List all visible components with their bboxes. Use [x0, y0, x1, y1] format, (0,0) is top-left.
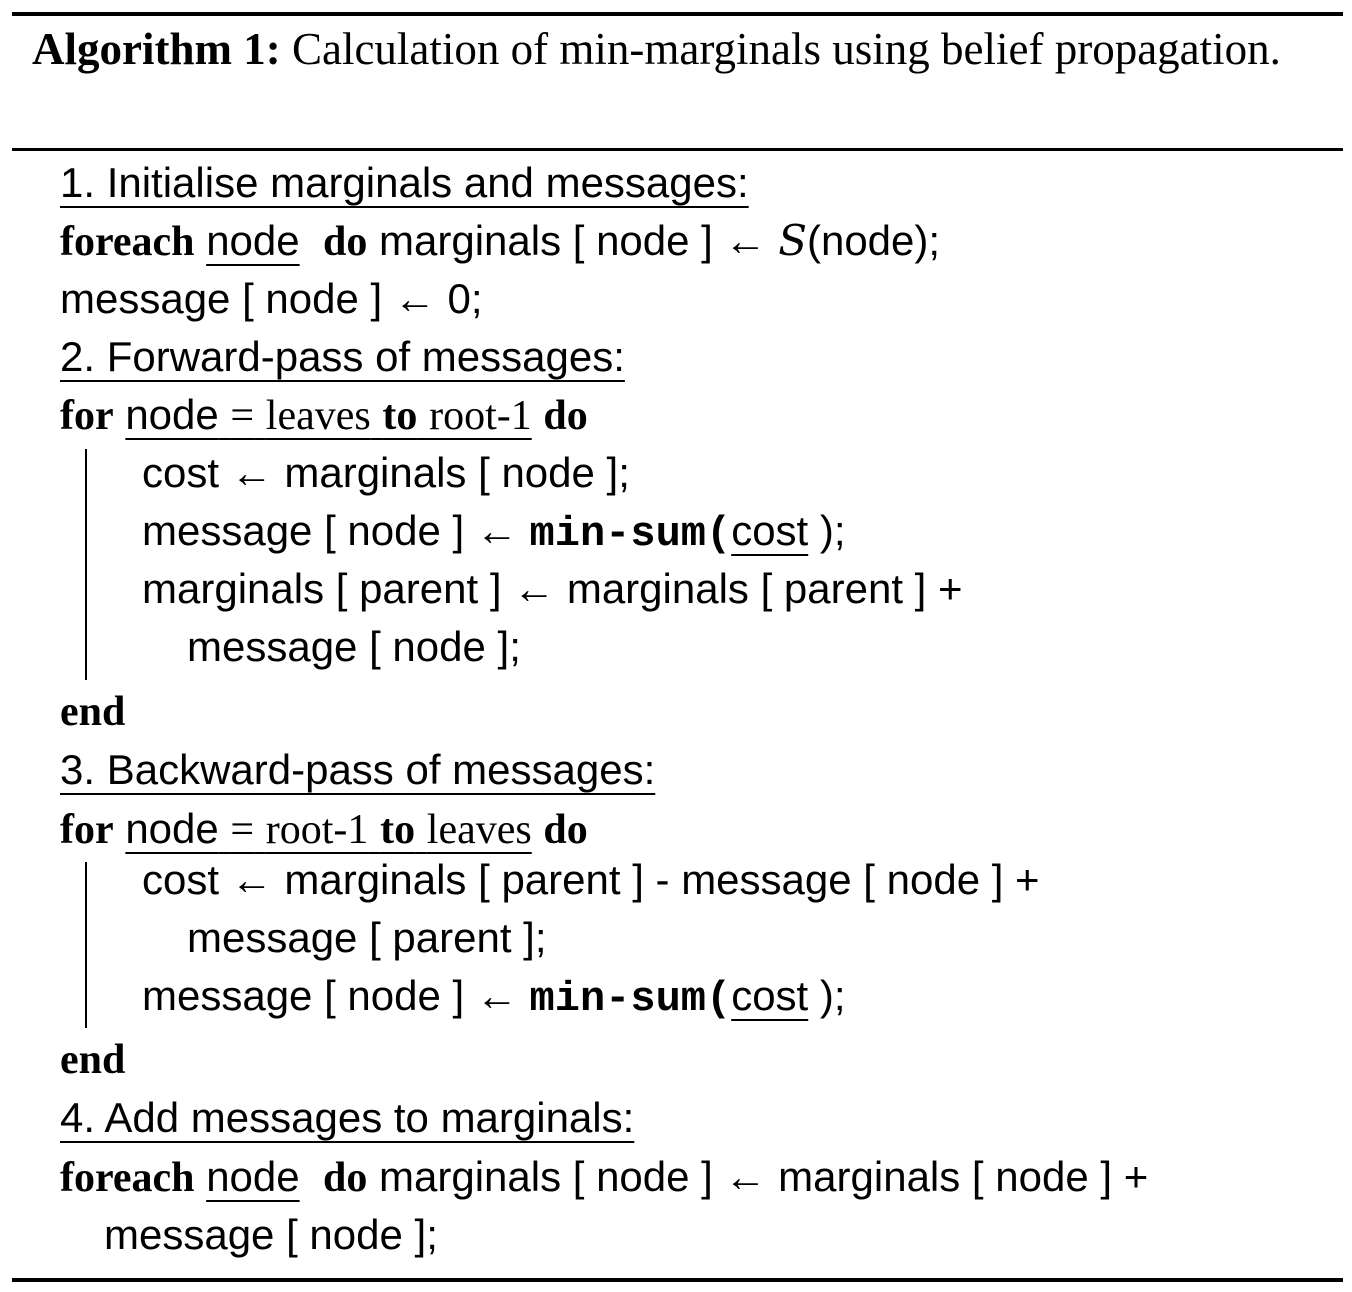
backward-block-bar: [85, 862, 87, 1028]
do-keyword: do: [543, 807, 588, 853]
min-sum-function: min-sum(: [529, 975, 732, 1023]
do-keyword: do: [543, 393, 588, 439]
backward-cost-line: cost ← marginals [ parent ] - message [ …: [142, 856, 1040, 903]
step-4-heading: 4. Add messages to marginals:: [60, 1094, 635, 1141]
algorithm-label: Algorithm 1:: [32, 24, 281, 74]
step-3-heading: 3. Backward-pass of messages:: [60, 746, 656, 793]
message-assign-text: message [ node ] ←: [142, 972, 530, 1019]
close-paren: );: [819, 972, 846, 1019]
node-variable: node: [206, 217, 300, 264]
root-value: root-1: [265, 807, 369, 853]
equals-sign: =: [230, 807, 255, 853]
for-keyword: for: [60, 807, 114, 853]
init-message-line: message [ node ] ← 0;: [60, 275, 483, 322]
step-1-heading: 1. Initialise marginals and messages:: [60, 159, 749, 206]
forward-for-line: for node = leaves to root-1 do: [60, 390, 588, 440]
leaves-value: leaves: [426, 807, 532, 853]
to-keyword: to: [380, 807, 416, 853]
init-assign-text: marginals [ node ] ←: [379, 217, 779, 264]
forward-marginals-line: marginals [ parent ] ← marginals [ paren…: [142, 565, 963, 612]
backward-cost-continuation: message [ parent ];: [187, 914, 547, 961]
score-function-symbol: S: [778, 216, 807, 265]
forward-marginals-continuation: message [ node ];: [187, 623, 521, 670]
add-foreach-line: foreach node do marginals [ node ] ← mar…: [60, 1152, 1148, 1202]
backward-range: node = root-1 to leaves: [125, 805, 532, 853]
for-keyword: for: [60, 393, 114, 439]
init-foreach-line: foreach node do marginals [ node ] ← S(n…: [60, 216, 940, 266]
algorithm-title: Algorithm 1: Calculation of min-marginal…: [32, 18, 1294, 80]
backward-end-keyword: end: [60, 1037, 126, 1083]
cost-argument: cost: [731, 507, 809, 554]
do-keyword: do: [322, 219, 368, 265]
header-rule: [12, 148, 1343, 151]
min-sum-function: min-sum(: [529, 510, 732, 558]
node-variable: node: [125, 391, 219, 438]
foreach-keyword: foreach: [60, 1155, 195, 1201]
step-2-heading: 2. Forward-pass of messages:: [60, 333, 625, 380]
algorithm-caption: Calculation of min-marginals using belie…: [291, 24, 1281, 74]
add-continuation-line: message [ node ];: [104, 1211, 438, 1258]
close-paren: );: [819, 507, 846, 554]
bottom-rule: [12, 1278, 1343, 1282]
forward-end-keyword: end: [60, 689, 126, 735]
message-assign-text: message [ node ] ←: [142, 507, 530, 554]
foreach-keyword: foreach: [60, 219, 195, 265]
node-variable: node: [125, 805, 219, 852]
backward-for-line: for node = root-1 to leaves do: [60, 804, 588, 854]
do-keyword: do: [322, 1155, 368, 1201]
leaves-value: leaves: [265, 393, 371, 439]
cost-argument: cost: [731, 972, 809, 1019]
top-rule: [12, 12, 1343, 16]
forward-message-line: message [ node ] ← min-sum(cost );: [142, 506, 846, 558]
to-keyword: to: [382, 393, 418, 439]
init-assign-end: (node);: [806, 217, 941, 264]
forward-cost-line: cost ← marginals [ node ];: [142, 449, 630, 496]
add-assign-text: marginals [ node ] ← marginals [ node ] …: [379, 1153, 1149, 1200]
forward-range: node = leaves to root-1: [125, 391, 532, 439]
backward-message-line: message [ node ] ← min-sum(cost );: [142, 971, 846, 1023]
forward-block-bar: [85, 449, 87, 680]
equals-sign: =: [230, 393, 255, 439]
root-value: root-1: [429, 393, 532, 439]
node-variable: node: [206, 1153, 300, 1200]
